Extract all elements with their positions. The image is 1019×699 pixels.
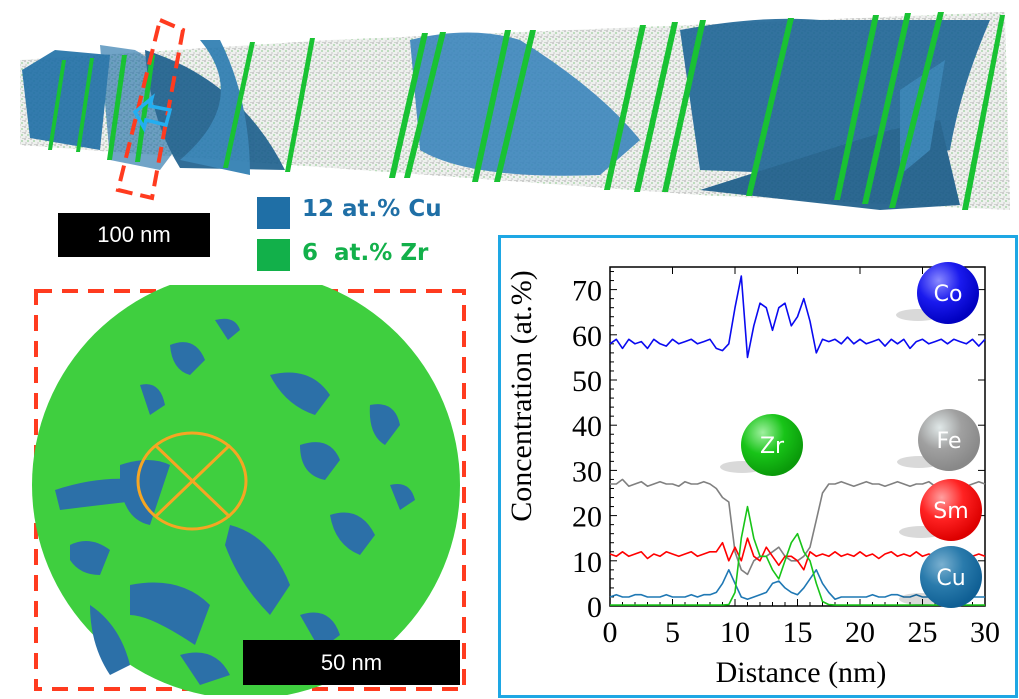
series-line-sm xyxy=(609,537,986,571)
scale-bar-label: 100 nm xyxy=(97,222,171,247)
concentration-profile-chart: 0 5 10 15 20 25 30 0 10 20 30 40 50 60 70 Co Zr Fe Sm Cu C… xyxy=(505,262,1000,689)
y-axis-label: Concentration (at.%) xyxy=(505,270,538,522)
legend-label-zr: 6 at.% Zr xyxy=(302,240,429,266)
x-tick-label: 20 xyxy=(845,616,875,649)
chart-panel: 0 5 10 15 20 25 30 0 10 20 30 40 50 60 70 Co Zr Fe Sm Cu C… xyxy=(498,235,1018,698)
y-tick-label: 30 xyxy=(572,455,602,488)
legend-swatch-cu xyxy=(257,197,290,229)
element-label: Fe xyxy=(937,429,962,454)
x-tick-label: 30 xyxy=(970,616,1000,649)
zr-platelets xyxy=(48,12,1005,210)
circle-x-icon xyxy=(136,431,248,531)
scale-bar-100nm: 100 nm xyxy=(58,213,210,257)
legend-swatch-zr xyxy=(257,239,290,271)
element-label: Cu xyxy=(936,566,965,591)
element-ball-cu: Cu xyxy=(899,546,982,608)
selection-box xyxy=(115,17,186,201)
element-label: Zr xyxy=(760,434,785,459)
y-tick-label: 20 xyxy=(572,501,602,534)
element-ball-fe: Fe xyxy=(897,409,980,471)
element-ball-co: Co xyxy=(896,262,979,324)
legend-label-cu: 12 at.% Cu xyxy=(302,196,442,222)
element-label: Sm xyxy=(933,499,968,524)
x-axis-label: Distance (nm) xyxy=(716,656,887,689)
x-tick-label: 15 xyxy=(783,616,813,649)
series-line-zr xyxy=(610,505,985,606)
element-ball-zr: Zr xyxy=(720,414,803,476)
cross-section-panel xyxy=(32,285,466,695)
cu-precipitates xyxy=(55,318,415,685)
apt-reconstruction xyxy=(20,12,1010,210)
y-tick-label: 0 xyxy=(587,591,602,624)
y-tick-label: 50 xyxy=(572,365,602,398)
x-tick-label: 10 xyxy=(720,616,750,649)
x-tick-label: 0 xyxy=(603,616,618,649)
x-tick-label: 25 xyxy=(908,616,938,649)
series-line-cu xyxy=(609,568,985,601)
scale-bar-label: 50 nm xyxy=(320,649,383,675)
arrow-left-icon xyxy=(132,93,173,133)
element-label: Co xyxy=(934,282,963,307)
element-ball-sm: Sm xyxy=(899,479,982,541)
x-tick-label: 5 xyxy=(665,616,680,649)
y-tick-label: 60 xyxy=(572,320,602,353)
y-tick-label: 10 xyxy=(572,546,602,579)
scale-bar-50nm: 50 nm xyxy=(243,640,460,685)
y-tick-label: 40 xyxy=(572,410,602,443)
series-line-co xyxy=(609,275,986,359)
y-tick-label: 70 xyxy=(572,275,602,308)
